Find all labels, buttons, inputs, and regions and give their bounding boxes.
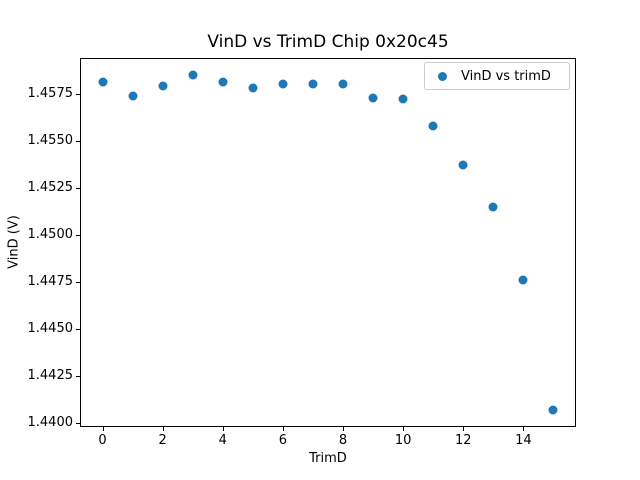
data-point (218, 77, 228, 87)
legend-label: VinD vs trimD (461, 68, 551, 84)
x-tick-mark (523, 427, 525, 431)
y-tick-label: 1.4525 (27, 179, 74, 195)
x-tick-label: 14 (515, 433, 532, 448)
y-tick-mark (76, 234, 80, 236)
data-point (368, 93, 378, 103)
x-axis-label: TrimD (309, 451, 347, 466)
y-tick-label: 1.4550 (27, 132, 74, 148)
y-tick-mark (76, 93, 80, 95)
y-tick-mark (76, 376, 80, 378)
data-point (428, 121, 438, 131)
x-tick-label: 12 (454, 433, 472, 448)
x-tick-mark (222, 427, 224, 431)
y-tick-label: 1.4500 (27, 226, 74, 242)
y-tick-mark (76, 329, 80, 331)
data-point (398, 94, 408, 104)
x-tick-label: 0 (98, 433, 107, 448)
y-tick-label: 1.4425 (27, 368, 74, 384)
y-tick-label: 1.4575 (27, 85, 74, 101)
data-point (158, 81, 168, 91)
data-point (338, 79, 348, 89)
legend: VinD vs trimD (424, 62, 570, 90)
y-tick-mark (76, 140, 80, 142)
x-tick-mark (403, 427, 405, 431)
data-point (518, 275, 528, 285)
x-tick-label: 2 (158, 433, 167, 448)
y-tick-label: 1.4400 (27, 415, 74, 431)
x-tick-label: 4 (218, 433, 227, 448)
x-tick-mark (102, 427, 104, 431)
x-tick-mark (282, 427, 284, 431)
data-point (548, 405, 558, 415)
chart-title: VinD vs TrimD Chip 0x20c45 (207, 32, 449, 52)
y-tick-label: 1.4475 (27, 274, 74, 290)
plot-area (80, 58, 576, 427)
y-tick-mark (76, 187, 80, 189)
data-point (308, 79, 318, 89)
y-tick-label: 1.4450 (27, 321, 74, 337)
data-point (278, 79, 288, 89)
data-point (98, 77, 108, 87)
data-point (458, 160, 468, 170)
x-tick-label: 6 (278, 433, 288, 448)
data-point (488, 202, 498, 212)
y-tick-mark (76, 423, 80, 425)
y-tick-mark (76, 282, 80, 284)
y-axis-label: VinD (V) (6, 215, 22, 269)
x-tick-mark (343, 427, 345, 431)
data-point (188, 70, 198, 80)
data-point (128, 91, 138, 101)
legend-marker-icon (438, 71, 447, 81)
data-point (248, 83, 258, 93)
x-tick-label: 8 (338, 433, 348, 448)
x-tick-mark (463, 427, 465, 431)
x-tick-mark (162, 427, 164, 431)
x-tick-label: 10 (394, 433, 412, 448)
